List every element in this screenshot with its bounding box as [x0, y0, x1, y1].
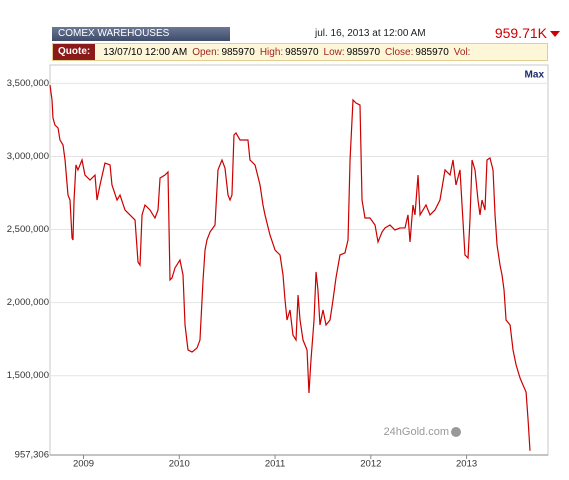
quote-label: Quote:: [53, 44, 96, 60]
quote-value: 985970: [415, 46, 449, 58]
x-tick-label: 2012: [360, 459, 381, 470]
x-tick-label: 2010: [169, 459, 190, 470]
y-tick-label: 2,000,000: [7, 297, 49, 308]
y-tick-label: 1,500,000: [7, 370, 49, 381]
down-arrow: [550, 31, 560, 37]
header-date: jul. 16, 2013 at 12:00 AM: [315, 28, 426, 39]
quote-value: 985970: [346, 46, 381, 58]
x-tick-label: 2009: [73, 459, 94, 470]
quote-bar: Quote: 13/07/10 12:00 AM Open: 985970 High…: [52, 43, 548, 61]
y-tick-label: 2,500,000: [7, 224, 49, 235]
range-button[interactable]: Max: [525, 70, 545, 81]
y-tick-label: 3,000,000: [7, 151, 49, 162]
watermark-icon: [451, 427, 461, 437]
quote-label: Vol:: [453, 46, 471, 58]
y-tick-label: 3,500,000: [7, 78, 49, 89]
x-tick-label: 2013: [456, 459, 477, 470]
quote-label: High:: [259, 46, 284, 58]
quote-label: Open:: [192, 46, 220, 58]
quote-label: Close:: [385, 46, 414, 58]
data-line: [49, 84, 531, 451]
quote-value: 985970: [285, 46, 319, 58]
x-tick-label: 2011: [265, 459, 285, 470]
quote-date: 13/07/10 12:00 AM: [103, 46, 188, 58]
quote-value: 985970: [221, 46, 255, 58]
quote-label: Low:: [323, 46, 345, 58]
plot-frame: [49, 64, 549, 456]
watermark: 24hGold.com: [384, 426, 449, 438]
y-tick-label: 957,306: [15, 450, 49, 461]
last-value: 959.71K: [494, 25, 547, 41]
